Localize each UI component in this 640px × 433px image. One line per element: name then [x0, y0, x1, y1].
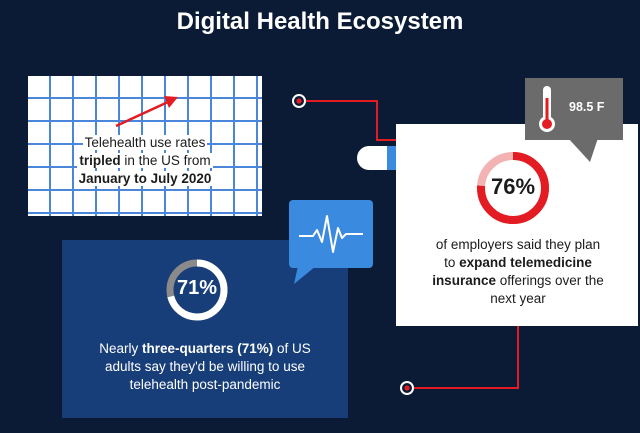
thermometer-bubble-tail [568, 138, 598, 162]
telehealth-text: Telehealth use rates tripled in the US f… [76, 135, 214, 186]
thermometer-icon [539, 86, 555, 132]
heartbeat-icon [299, 215, 363, 253]
employers-text: of employers said they plan to expand te… [432, 237, 604, 306]
adults-percent: 71% [176, 277, 218, 299]
telehealth-grid-card: Telehealth use rates tripled in the US f… [28, 76, 262, 216]
page-title: Digital Health Ecosystem [176, 8, 464, 35]
adults-text: Nearly three-quarters (71%) of US adults… [99, 341, 311, 392]
thermometer-bubble: 98.5 F [525, 78, 623, 140]
connector-node-top [292, 94, 306, 108]
employers-percent-ring: 76% [475, 150, 551, 226]
employers-percent: 76% [490, 174, 536, 199]
heartbeat-bubble [289, 200, 373, 268]
employers-card: 76% of employers said they plan to expan… [396, 124, 638, 326]
connector-node-bottom [400, 381, 414, 395]
heartbeat-bubble-tail [294, 266, 316, 284]
adults-percent-ring: 71% [165, 258, 229, 322]
temperature-reading: 98.5 F [569, 100, 605, 114]
connector-bottom [414, 326, 519, 389]
connector-top [306, 100, 396, 141]
trend-arrow-icon [115, 96, 178, 128]
